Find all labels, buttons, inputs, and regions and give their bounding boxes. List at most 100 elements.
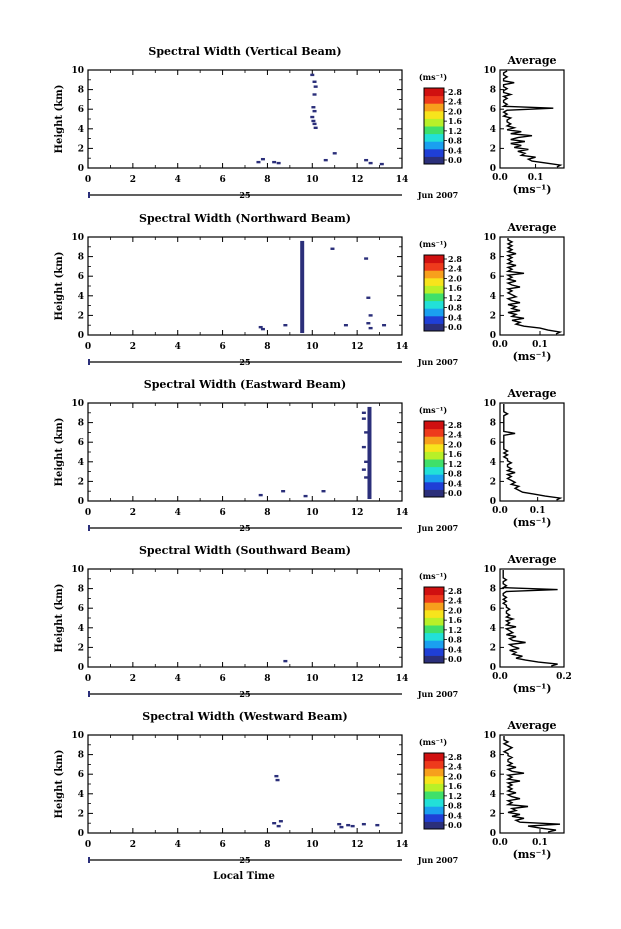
- average-y-tick-label: 8: [490, 751, 496, 761]
- colorbar-segment: [424, 300, 444, 309]
- y-axis-label: Height (km): [54, 252, 65, 321]
- data-cell: [364, 431, 369, 434]
- x-tick-label: 12: [351, 175, 364, 185]
- average-y-tick-label: 8: [490, 419, 496, 429]
- y-tick-label: 2: [78, 809, 84, 819]
- data-cell: [312, 93, 317, 96]
- average-frame: [499, 236, 565, 336]
- average-profile-line: [505, 238, 563, 335]
- y-tick-label: 4: [78, 292, 84, 302]
- y-tick-label: 0: [78, 663, 84, 673]
- average-y-tick-label: 0: [490, 164, 496, 174]
- x-tick-label: 6: [219, 175, 225, 185]
- colorbar-tick-label: 1.2: [448, 126, 462, 136]
- colorbar-frame: [423, 87, 445, 165]
- colorbar-tick-label: 1.6: [448, 615, 462, 625]
- day-label: 25: [239, 190, 250, 200]
- average-x-tick-label: 0.0: [492, 838, 508, 848]
- y-tick-label: 10: [71, 233, 84, 243]
- plot-frame: [87, 734, 403, 834]
- x-tick-label: 10: [306, 674, 319, 684]
- colorbar-tick-label: 0.4: [448, 810, 462, 820]
- colorbar-segment: [424, 459, 444, 468]
- data-cell: [339, 825, 344, 829]
- average-x-tick-label: 0.0: [492, 340, 508, 350]
- colorbar-tick-label: 2.8: [448, 254, 462, 264]
- average-y-tick-label: 4: [490, 125, 496, 135]
- colorbar-segment: [424, 141, 444, 150]
- panel-title: Spectral Width (Eastward Beam): [144, 378, 346, 391]
- average-x-tick-label: 0.0: [492, 506, 508, 516]
- data-cell: [278, 820, 283, 823]
- colorbar-segment: [424, 768, 444, 777]
- x-tick-label: 4: [175, 674, 181, 684]
- panel-title: Spectral Width (Westward Beam): [142, 710, 347, 723]
- x-tick-label: 14: [396, 342, 409, 352]
- average-title: Average: [506, 221, 556, 234]
- average-title: Average: [506, 719, 556, 732]
- x-tick-label: 8: [264, 674, 270, 684]
- y-tick-label: 4: [78, 458, 84, 468]
- average-profile-line: [501, 70, 563, 168]
- colorbar-segment: [424, 760, 444, 769]
- x-tick-label: 4: [175, 342, 181, 352]
- average-y-tick-label: 6: [490, 105, 496, 115]
- x-tick-label: 0: [85, 175, 91, 185]
- average-y-tick-label: 8: [490, 585, 496, 595]
- data-cell: [321, 490, 326, 493]
- y-tick-label: 0: [78, 164, 84, 174]
- y-axis-label: Height (km): [54, 418, 65, 487]
- panel-3: Spectral Width (Eastward Beam) 0 2 4 6 8 10 0 2 4…: [54, 378, 565, 533]
- x-tick-label: 2: [130, 175, 136, 185]
- data-cell: [332, 152, 337, 155]
- colorbar-segment: [424, 277, 444, 286]
- colorbar-tick-label: 0.0: [448, 820, 462, 830]
- data-cell: [364, 476, 369, 479]
- colorbar-tick-label: 0.0: [448, 654, 462, 664]
- average-y-tick-label: 10: [483, 399, 496, 409]
- colorbar-unit: (ms⁻¹): [419, 571, 447, 581]
- data-column: [300, 240, 305, 334]
- colorbar-segment: [424, 88, 444, 97]
- colorbar-frame: [423, 420, 445, 498]
- data-column: [367, 406, 372, 500]
- colorbar-segment: [424, 436, 444, 445]
- average-x-tick-label: 0.0: [492, 672, 508, 682]
- colorbar-segment: [424, 95, 444, 104]
- x-tick-label: 14: [396, 175, 409, 185]
- colorbar-frame: [423, 752, 445, 830]
- colorbar-tick-label: 0.4: [448, 145, 462, 155]
- data-cell: [311, 119, 316, 123]
- colorbar-tick-label: 0.8: [448, 801, 462, 811]
- x-tick-label: 10: [306, 342, 319, 352]
- colorbar-tick-label: 1.2: [448, 791, 462, 801]
- average-y-tick-label: 10: [483, 66, 496, 76]
- data-cell: [346, 823, 351, 827]
- y-axis-label: Height (km): [54, 750, 65, 819]
- data-cell: [303, 494, 308, 498]
- data-cell: [312, 80, 317, 83]
- data-cell: [361, 445, 366, 449]
- day-label: 25: [239, 523, 250, 533]
- colorbar-tick-label: 1.6: [448, 449, 462, 459]
- x-tick-label: 4: [175, 175, 181, 185]
- x-tick-label: 12: [351, 508, 364, 518]
- colorbar-tick-label: 1.2: [448, 293, 462, 303]
- colorbar-segment: [424, 110, 444, 119]
- date-label: Jun 2007: [417, 855, 458, 865]
- colorbar-segment: [424, 262, 444, 271]
- colorbar-tick-label: 2.8: [448, 586, 462, 596]
- plot-frame: [87, 568, 403, 668]
- data-cell: [276, 161, 281, 165]
- average-x-unit: (ms⁻¹): [513, 183, 552, 196]
- colorbar-segment: [424, 474, 444, 483]
- x-tick-label: 2: [130, 342, 136, 352]
- x-tick-label: 12: [351, 342, 364, 352]
- colorbar-segment: [424, 270, 444, 279]
- data-cell: [382, 324, 387, 327]
- y-tick-label: 8: [78, 253, 84, 263]
- colorbar-tick-label: 0.8: [448, 469, 462, 479]
- colorbar-segment: [424, 821, 444, 830]
- x-tick-label: 14: [396, 674, 409, 684]
- data-cell: [275, 778, 280, 782]
